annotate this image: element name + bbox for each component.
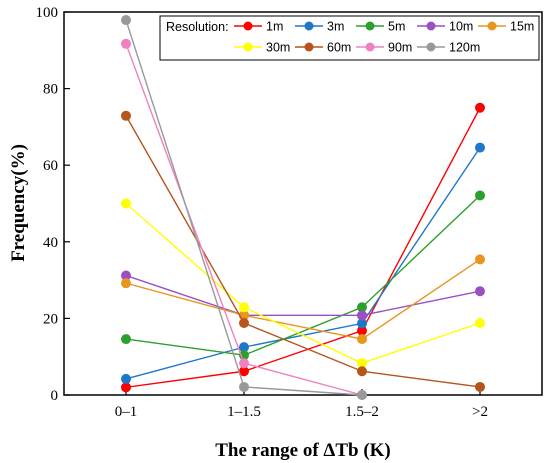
data-point (357, 358, 367, 369)
data-point (475, 102, 485, 113)
data-point (475, 381, 485, 392)
legend-item-5m: 5m (356, 20, 405, 34)
legend-swatch-marker (304, 42, 314, 52)
x-tick-label: 1.5–2 (345, 404, 379, 420)
y-tick-label: 100 (36, 5, 59, 21)
legend-label: 3m (327, 20, 344, 34)
series-line (125, 19, 363, 396)
legend-label: 30m (266, 41, 290, 55)
legend-item-30m: 30m (234, 41, 290, 55)
series-line (125, 202, 481, 364)
legend-item-3m: 3m (295, 20, 344, 34)
series-1m (121, 102, 485, 393)
y-tick-label: 0 (51, 388, 59, 404)
y-tick-label: 20 (43, 311, 58, 327)
legend-swatch-marker (365, 42, 375, 52)
data-point (121, 334, 131, 345)
data-point (357, 325, 367, 336)
series-line (125, 194, 481, 356)
data-point (239, 381, 249, 392)
series-line (125, 258, 481, 340)
data-point (121, 382, 131, 393)
series-60m (121, 110, 485, 392)
y-tick-label: 60 (43, 158, 58, 174)
x-tick-label: 1–1.5 (227, 404, 261, 420)
data-point (475, 254, 485, 265)
legend-swatch-marker (243, 21, 253, 31)
legend: Resolution: 1m 3m 5m 10m 15m 30m 60m 90m 120m (159, 15, 540, 61)
series-line (125, 274, 481, 317)
data-point (239, 358, 249, 369)
data-point (357, 366, 367, 377)
legend-swatch-marker (304, 21, 314, 31)
data-point (239, 302, 249, 313)
legend-swatch-marker (426, 21, 436, 31)
legend-item-1m: 1m (234, 20, 283, 34)
data-point (357, 390, 367, 400)
x-tick-label: 0–1 (115, 404, 138, 420)
data-point (239, 342, 249, 353)
legend-label: 60m (327, 41, 351, 55)
legend-swatch-marker (426, 42, 436, 52)
data-point (475, 190, 485, 201)
legend-swatch-marker (487, 21, 497, 31)
x-tick-label: >2 (472, 404, 488, 420)
series-30m (121, 198, 485, 369)
data-point (475, 317, 485, 328)
legend-box (159, 15, 540, 61)
data-point (121, 15, 131, 26)
y-tick-label: 80 (43, 82, 58, 98)
legend-item-90m: 90m (356, 41, 412, 55)
data-point (239, 317, 249, 328)
series-line (125, 147, 481, 380)
data-point (357, 302, 367, 313)
series-line (125, 107, 481, 389)
x-axis-title: The range of ΔTb (K) (215, 440, 391, 461)
legend-item-60m: 60m (295, 41, 351, 55)
plot-frame (63, 11, 543, 396)
data-point (121, 270, 131, 281)
series-line (125, 115, 481, 388)
series-10m (121, 270, 485, 321)
series-layer (121, 15, 485, 400)
legend-swatch-marker (365, 21, 375, 31)
legend-label: 5m (388, 20, 405, 34)
data-point (121, 198, 131, 209)
data-point (357, 310, 367, 321)
data-point (475, 286, 485, 297)
data-point (121, 38, 131, 49)
legend-label: 120m (449, 41, 480, 55)
y-axis-title: Frequency(%) (8, 144, 29, 262)
legend-item-10m: 10m (417, 20, 473, 34)
data-point (121, 110, 131, 121)
legend-label: 1m (266, 20, 283, 34)
data-point (121, 373, 131, 384)
y-tick-label: 40 (43, 235, 58, 251)
axis-ticks: 0 20 40 60 80 100 0–1 1–1.5 1.5–2 >2 (36, 5, 488, 420)
data-point (121, 278, 131, 289)
legend-label: 90m (388, 41, 412, 55)
data-point (475, 142, 485, 153)
data-point (239, 366, 249, 377)
legend-title: Resolution: (166, 20, 229, 34)
legend-label: 10m (449, 20, 473, 34)
series-120m (121, 15, 367, 400)
data-point (357, 318, 367, 329)
data-point (357, 334, 367, 345)
legend-label: 15m (510, 20, 534, 34)
series-15m (121, 254, 485, 345)
legend-item-120m: 120m (417, 41, 480, 55)
legend-swatch-marker (243, 42, 253, 52)
legend-item-15m: 15m (478, 20, 534, 34)
